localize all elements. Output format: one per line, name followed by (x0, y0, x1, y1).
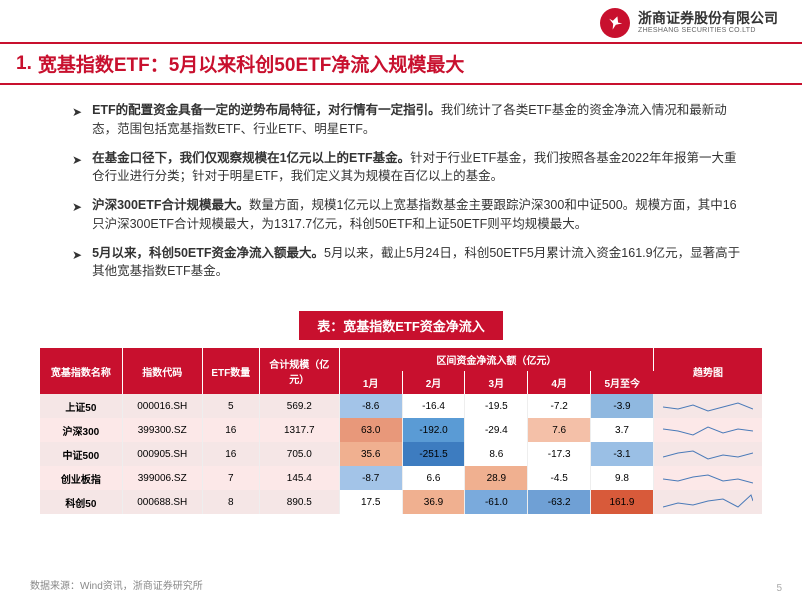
cell-m2: -16.4 (402, 394, 465, 418)
cell-name: 创业板指 (40, 466, 122, 490)
cell-code: 000905.SH (122, 442, 202, 466)
cell-count: 16 (202, 418, 259, 442)
section-number: 1. (16, 53, 32, 75)
cell-m3: 8.6 (465, 442, 528, 466)
cell-count: 7 (202, 466, 259, 490)
cell-trend (653, 466, 762, 490)
cell-m1: -8.6 (339, 394, 402, 418)
bullet-item: ➤ 在基金口径下，我们仅观察规模在1亿元以上的ETF基金。针对于行业ETF基金，我… (72, 149, 747, 187)
cell-m2: 6.6 (402, 466, 465, 490)
table-title: 表：宽基指数ETF资金净流入 (299, 311, 503, 340)
company-logo: 浙商证券股份有限公司 ZHESHANG SECURITIES CO.LTD (600, 8, 778, 38)
cell-code: 399300.SZ (122, 418, 202, 442)
cell-name: 科创50 (40, 490, 122, 514)
th-count: ETF数量 (202, 348, 259, 394)
th-trend: 趋势图 (653, 348, 762, 394)
th-m2: 2月 (402, 371, 465, 394)
bullet-marker: ➤ (72, 149, 82, 187)
table-wrap: 宽基指数名称 指数代码 ETF数量 合计规模（亿元） 区间资金净流入额（亿元） … (0, 348, 802, 514)
cell-m5: 161.9 (591, 490, 654, 514)
cell-m4: -7.2 (528, 394, 591, 418)
content-area: ➤ ETF的配置资金具备一定的逆势布局特征，对行情有一定指引。我们统计了各类ETF… (0, 85, 802, 301)
th-m3: 3月 (465, 371, 528, 394)
etf-flow-table: 宽基指数名称 指数代码 ETF数量 合计规模（亿元） 区间资金净流入额（亿元） … (40, 348, 762, 514)
company-name-en: ZHESHANG SECURITIES CO.LTD (638, 27, 778, 35)
cell-m1: -8.7 (339, 466, 402, 490)
bullet-item: ➤ 沪深300ETF合计规模最大。数量方面，规模1亿元以上宽基指数基金主要跟踪沪深… (72, 196, 747, 234)
section-title: 宽基指数ETF：5月以来科创50ETF净流入规模最大 (38, 50, 464, 77)
cell-scale: 890.5 (259, 490, 339, 514)
cell-m4: 7.6 (528, 418, 591, 442)
th-m5: 5月至今 (591, 371, 654, 394)
cell-m2: -192.0 (402, 418, 465, 442)
bullet-text: ETF的配置资金具备一定的逆势布局特征，对行情有一定指引。我们统计了各类ETF基… (92, 101, 747, 139)
bullet-marker: ➤ (72, 244, 82, 282)
bullet-marker: ➤ (72, 101, 82, 139)
cell-count: 16 (202, 442, 259, 466)
company-name-cn: 浙商证券股份有限公司 (638, 11, 778, 26)
bullet-text: 在基金口径下，我们仅观察规模在1亿元以上的ETF基金。针对于行业ETF基金，我们… (92, 149, 747, 187)
th-flow-group: 区间资金净流入额（亿元） (339, 348, 653, 371)
cell-name: 中证500 (40, 442, 122, 466)
cell-code: 399006.SZ (122, 466, 202, 490)
bullet-item: ➤ ETF的配置资金具备一定的逆势布局特征，对行情有一定指引。我们统计了各类ETF… (72, 101, 747, 139)
th-name: 宽基指数名称 (40, 348, 122, 394)
cell-m3: 28.9 (465, 466, 528, 490)
cell-m1: 35.6 (339, 442, 402, 466)
cell-trend (653, 490, 762, 514)
data-source: 数据来源：Wind资讯，浙商证券研究所 (30, 577, 203, 592)
cell-count: 8 (202, 490, 259, 514)
th-m1: 1月 (339, 371, 402, 394)
cell-m5: -3.9 (591, 394, 654, 418)
page-header: 浙商证券股份有限公司 ZHESHANG SECURITIES CO.LTD (0, 0, 802, 42)
cell-name: 沪深300 (40, 418, 122, 442)
table-row: 创业板指399006.SZ7145.4-8.76.628.9-4.59.8 (40, 466, 762, 490)
cell-code: 000688.SH (122, 490, 202, 514)
cell-scale: 1317.7 (259, 418, 339, 442)
bullet-marker: ➤ (72, 196, 82, 234)
cell-m1: 63.0 (339, 418, 402, 442)
table-title-wrap: 表：宽基指数ETF资金净流入 (0, 311, 802, 340)
cell-m4: -17.3 (528, 442, 591, 466)
cell-name: 上证50 (40, 394, 122, 418)
cell-m3: -19.5 (465, 394, 528, 418)
cell-m4: -4.5 (528, 466, 591, 490)
cell-m2: -251.5 (402, 442, 465, 466)
table-row: 沪深300399300.SZ161317.763.0-192.0-29.47.6… (40, 418, 762, 442)
cell-trend (653, 418, 762, 442)
th-m4: 4月 (528, 371, 591, 394)
cell-count: 5 (202, 394, 259, 418)
cell-scale: 569.2 (259, 394, 339, 418)
cell-scale: 145.4 (259, 466, 339, 490)
cell-scale: 705.0 (259, 442, 339, 466)
cell-trend (653, 394, 762, 418)
bullet-text: 沪深300ETF合计规模最大。数量方面，规模1亿元以上宽基指数基金主要跟踪沪深3… (92, 196, 747, 234)
logo-icon (600, 8, 630, 38)
bullet-item: ➤ 5月以来，科创50ETF资金净流入额最大。5月以来，截止5月24日，科创50E… (72, 244, 747, 282)
page-number: 5 (776, 583, 782, 594)
bullet-text: 5月以来，科创50ETF资金净流入额最大。5月以来，截止5月24日，科创50ET… (92, 244, 747, 282)
cell-m5: 9.8 (591, 466, 654, 490)
cell-code: 000016.SH (122, 394, 202, 418)
cell-m2: 36.9 (402, 490, 465, 514)
cell-m1: 17.5 (339, 490, 402, 514)
cell-m4: -63.2 (528, 490, 591, 514)
table-row: 上证50000016.SH5569.2-8.6-16.4-19.5-7.2-3.… (40, 394, 762, 418)
cell-m3: -61.0 (465, 490, 528, 514)
section-title-bar: 1. 宽基指数ETF：5月以来科创50ETF净流入规模最大 (0, 42, 802, 85)
table-row: 科创50000688.SH8890.517.536.9-61.0-63.2161… (40, 490, 762, 514)
th-scale: 合计规模（亿元） (259, 348, 339, 394)
th-code: 指数代码 (122, 348, 202, 394)
cell-m5: 3.7 (591, 418, 654, 442)
cell-trend (653, 442, 762, 466)
cell-m3: -29.4 (465, 418, 528, 442)
table-row: 中证500000905.SH16705.035.6-251.58.6-17.3-… (40, 442, 762, 466)
cell-m5: -3.1 (591, 442, 654, 466)
